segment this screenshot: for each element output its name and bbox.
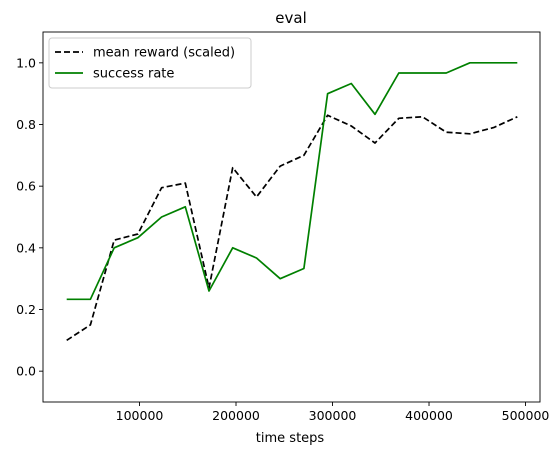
x-tick-label: 100000 <box>116 408 164 423</box>
chart-title: eval <box>275 9 306 27</box>
x-tick-label: 300000 <box>309 408 357 423</box>
x-tick-label: 200000 <box>212 408 260 423</box>
ticks-layer: 100000 200000 300000 400000 500000 0.0 0.2 0.4 0… <box>16 55 549 423</box>
x-tick-label: 500000 <box>502 408 550 423</box>
series-line-mean-reward <box>66 114 518 342</box>
y-tick-label: 1.0 <box>16 55 36 70</box>
x-tick-label: 400000 <box>405 408 453 423</box>
y-tick-label: 0.2 <box>16 302 36 317</box>
legend: mean reward (scaled) success rate <box>48 37 252 89</box>
legend-box <box>48 37 252 89</box>
series-layer <box>66 61 518 342</box>
plot-frame <box>42 31 541 403</box>
x-axis-label: time steps <box>256 431 325 446</box>
y-tick-label: 0.6 <box>16 179 36 194</box>
series-line-success-rate <box>66 61 518 301</box>
y-tick-label: 0.8 <box>16 117 36 132</box>
y-tick-label: 0.0 <box>16 364 36 379</box>
legend-label-mean-reward: mean reward (scaled) <box>93 46 235 61</box>
legend-label-success-rate: success rate <box>93 67 174 82</box>
y-tick-label: 0.4 <box>16 240 36 255</box>
